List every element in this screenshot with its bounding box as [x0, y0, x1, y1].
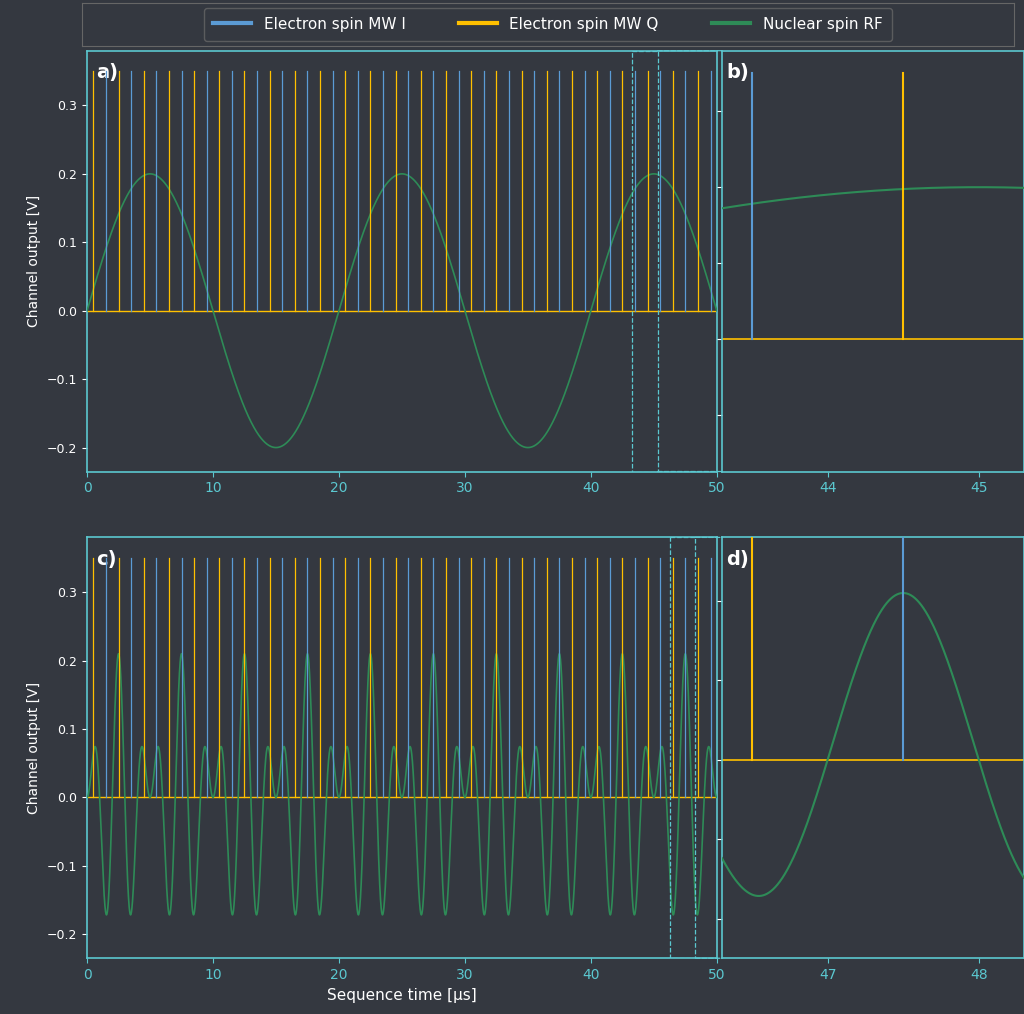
Y-axis label: Channel output [V]: Channel output [V]	[28, 195, 41, 328]
Y-axis label: Channel output [V]: Channel output [V]	[28, 681, 41, 814]
X-axis label: Sequence time [µs]: Sequence time [µs]	[327, 988, 477, 1003]
Text: a): a)	[96, 63, 119, 82]
Text: b): b)	[726, 63, 750, 82]
Text: d): d)	[726, 550, 750, 569]
Text: c): c)	[96, 550, 117, 569]
Legend: Electron spin MW I, Electron spin MW Q, Nuclear spin RF: Electron spin MW I, Electron spin MW Q, …	[204, 8, 892, 41]
